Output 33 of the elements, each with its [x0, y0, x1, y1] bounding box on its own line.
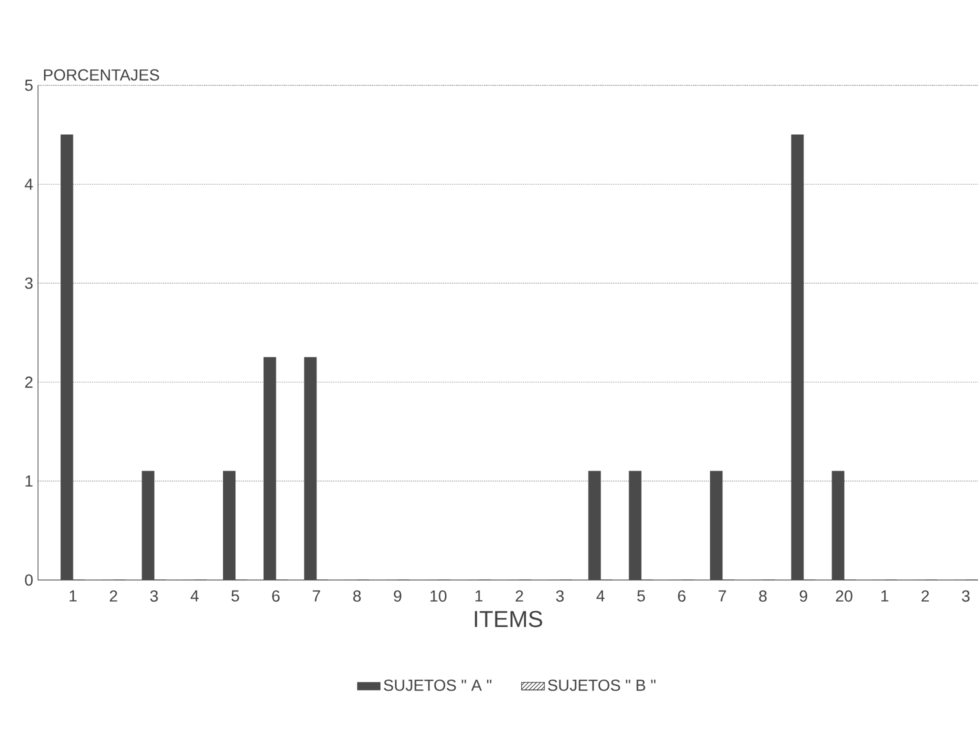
y-tick-label: 0 — [25, 574, 33, 586]
x-tick-label: 4 — [190, 590, 199, 602]
x-tick-label: 2 — [110, 590, 118, 602]
x-tick-label: 6 — [272, 590, 280, 602]
x-tick-label: 7 — [312, 590, 320, 602]
x-tick-label: 2 — [922, 590, 929, 602]
legend-label: SUJETOS " A " — [384, 680, 492, 691]
x-tick-label: 9 — [394, 590, 402, 602]
x-tick-label: 2 — [516, 590, 524, 602]
x-tick-label: 3 — [962, 590, 970, 602]
y-tick-label: 5 — [25, 80, 33, 91]
x-axis-title: ITEMS — [474, 610, 542, 628]
y-tick-label: 3 — [25, 278, 33, 289]
x-tick-label: 1 — [881, 590, 888, 602]
y-axis-title: PORCENTAJES — [44, 69, 160, 81]
x-tick-label: 1 — [70, 590, 77, 602]
x-tick-label: 3 — [150, 590, 158, 602]
x-tick-label: 9 — [800, 590, 808, 602]
y-tick-label: 1 — [26, 476, 33, 487]
x-tick-label: 8 — [759, 590, 767, 602]
y-tick-label: 2 — [25, 376, 32, 388]
y-tick-label: 4 — [24, 178, 33, 190]
x-tick-label: 6 — [678, 590, 686, 602]
x-tick-label: 1 — [476, 590, 482, 602]
x-tick-label: 5 — [637, 590, 645, 602]
legend-label: SUJETOS " B " — [548, 680, 656, 691]
x-tick-label: 20 — [836, 590, 852, 602]
x-tick-label: 4 — [596, 590, 605, 602]
x-tick-label: 10 — [430, 590, 446, 602]
x-tick-label: 7 — [718, 590, 726, 602]
x-tick-label: 3 — [556, 590, 564, 602]
x-tick-label: 8 — [353, 590, 361, 602]
x-tick-label: 5 — [231, 590, 240, 602]
